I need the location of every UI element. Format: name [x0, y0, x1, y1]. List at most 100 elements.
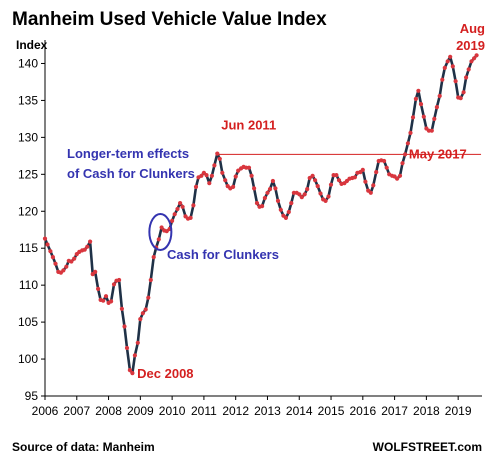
data-point — [461, 90, 466, 95]
data-point — [220, 170, 225, 175]
data-point — [286, 209, 291, 215]
data-point — [82, 247, 87, 252]
data-point — [403, 152, 408, 157]
data-point — [85, 244, 90, 249]
data-point — [138, 317, 143, 322]
data-point — [42, 236, 48, 241]
data-point — [217, 156, 222, 161]
data-point — [307, 175, 312, 181]
y-tick-label: 140 — [18, 56, 38, 70]
annotation-longer-term-line1: Longer-term effects — [67, 146, 189, 161]
data-point — [135, 340, 140, 345]
source-note: Source of data: Manheim — [12, 440, 155, 454]
data-point — [310, 173, 315, 178]
data-point — [215, 151, 220, 156]
data-point — [363, 179, 368, 184]
data-point — [464, 75, 469, 80]
data-point — [140, 311, 145, 316]
data-point — [397, 173, 403, 178]
data-point — [101, 298, 106, 303]
data-markers — [42, 53, 479, 376]
annotation-jun-2011: Jun 2011 — [221, 117, 276, 132]
y-tick-label: 135 — [18, 93, 38, 107]
data-point — [270, 178, 275, 184]
x-tick-label: 2007 — [63, 404, 90, 418]
data-point — [130, 371, 135, 376]
data-point — [400, 161, 405, 166]
data-point — [146, 295, 151, 300]
data-point — [249, 173, 254, 178]
data-point — [410, 115, 416, 120]
data-point — [382, 158, 387, 164]
x-tick-label: 2012 — [222, 404, 249, 418]
data-point — [236, 168, 241, 173]
data-point — [143, 307, 148, 312]
data-point — [151, 255, 156, 260]
data-point — [384, 165, 389, 170]
data-point — [127, 368, 132, 373]
data-point — [453, 79, 458, 84]
axes — [44, 40, 482, 397]
y-tick-label: 115 — [19, 241, 38, 255]
data-point — [421, 114, 426, 119]
data-point — [305, 187, 310, 192]
data-point — [302, 192, 307, 197]
data-point — [434, 105, 439, 110]
data-point — [469, 59, 474, 64]
cash-for-clunkers-circle — [148, 212, 173, 251]
data-point — [209, 173, 214, 178]
data-point — [72, 256, 77, 261]
chart-title: Manheim Used Vehicle Value Index — [12, 9, 327, 30]
data-point — [254, 201, 260, 206]
data-point — [418, 102, 424, 107]
data-point — [472, 56, 477, 61]
data-point — [175, 206, 180, 212]
y-axis-label: Index — [16, 38, 48, 52]
x-tick-label: 2019 — [445, 404, 472, 418]
data-point — [148, 277, 153, 283]
data-point — [199, 173, 204, 178]
data-point — [352, 175, 357, 180]
data-point — [299, 195, 304, 200]
data-point — [413, 96, 418, 101]
data-point — [246, 165, 252, 170]
data-point — [405, 141, 410, 146]
data-point — [109, 299, 114, 304]
data-point — [429, 128, 434, 133]
y-tick-label: 105 — [18, 315, 38, 329]
data-point — [170, 218, 175, 223]
x-tick-label: 2009 — [127, 404, 154, 418]
data-point — [262, 195, 267, 201]
data-point — [289, 201, 294, 206]
data-point — [416, 88, 421, 93]
data-point — [336, 178, 342, 183]
x-tick-label: 2008 — [95, 404, 122, 418]
data-point — [93, 269, 98, 274]
data-point — [212, 163, 217, 168]
data-point — [164, 229, 169, 234]
data-point — [318, 191, 323, 196]
data-point — [426, 128, 431, 133]
annotation-may-2017: May 2017 — [409, 146, 467, 161]
annotation-dec-2008: Dec 2008 — [137, 366, 193, 381]
data-point — [159, 225, 164, 230]
data-point — [360, 167, 365, 172]
data-point — [207, 181, 212, 186]
x-tick-label: 2014 — [286, 404, 313, 418]
data-point — [119, 306, 124, 311]
data-point — [64, 264, 69, 269]
data-point — [267, 187, 273, 192]
data-point — [408, 130, 413, 135]
y-ticks: 95 100 105 110 115 120 125 130 135 140 — [18, 56, 45, 403]
y-tick-label: 125 — [18, 167, 38, 181]
data-point — [204, 173, 209, 178]
data-point — [326, 194, 331, 199]
data-point — [132, 353, 137, 358]
x-ticks: 2006 2007 2008 2009 2010 2011 2012 2013 2014 2015… — [32, 396, 472, 418]
data-point — [122, 324, 127, 329]
data-point — [61, 268, 66, 273]
data-point — [180, 204, 185, 209]
x-tick-label: 2011 — [191, 404, 217, 418]
data-point — [432, 116, 437, 121]
data-point — [450, 64, 455, 69]
